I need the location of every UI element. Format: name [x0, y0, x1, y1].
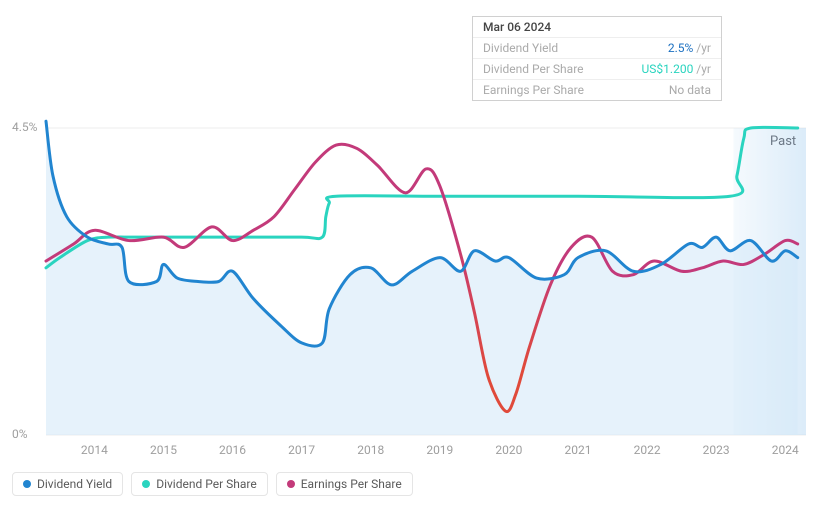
- tooltip-row: Dividend Per ShareUS$1.200 /yr: [473, 59, 721, 80]
- legend-label: Dividend Yield: [37, 477, 112, 491]
- y-tick-label: 4.5%: [12, 120, 37, 134]
- legend-item-dividend-per-share[interactable]: Dividend Per Share: [131, 472, 268, 496]
- x-tick-label: 2021: [565, 443, 592, 457]
- legend-item-dividend-yield[interactable]: Dividend Yield: [12, 472, 123, 496]
- y-tick-label: 0%: [12, 427, 28, 441]
- tooltip-row: Dividend Yield2.5% /yr: [473, 38, 721, 59]
- legend-item-earnings-per-share[interactable]: Earnings Per Share: [276, 472, 413, 496]
- x-tick-label: 2018: [357, 443, 384, 457]
- dividend-chart: 0% 4.5% 2014 2015 2016 2017 2018 2019 2020 2021 2…: [0, 0, 821, 508]
- x-tick-label: 2015: [150, 443, 177, 457]
- legend-label: Earnings Per Share: [301, 477, 402, 491]
- x-tick-label: 2017: [288, 443, 315, 457]
- x-tick-label: 2016: [219, 443, 246, 457]
- legend-dot-icon: [23, 480, 31, 488]
- tooltip-date: Mar 06 2024: [483, 20, 551, 34]
- x-tick-label: 2014: [81, 443, 108, 457]
- legend-label: Dividend Per Share: [156, 477, 257, 491]
- x-tick-label: 2022: [634, 443, 661, 457]
- x-tick-label: 2020: [495, 443, 522, 457]
- tooltip-row: Earnings Per ShareNo data: [473, 80, 721, 100]
- legend-dot-icon: [287, 480, 295, 488]
- x-tick-label: 2023: [703, 443, 730, 457]
- x-tick-label: 2024: [772, 443, 799, 457]
- chart-legend: Dividend Yield Dividend Per Share Earnings…: [12, 472, 413, 496]
- x-tick-label: 2019: [426, 443, 453, 457]
- legend-dot-icon: [142, 480, 150, 488]
- past-region-label: Past: [770, 134, 796, 149]
- chart-tooltip: Mar 06 2024 Dividend Yield2.5% /yrDividen…: [472, 16, 722, 101]
